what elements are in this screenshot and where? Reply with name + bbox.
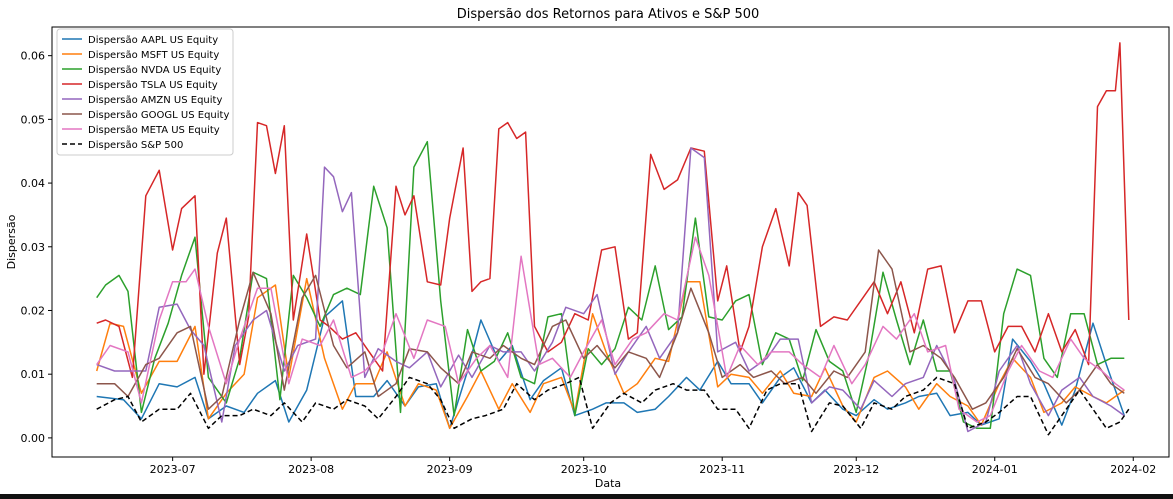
- x-tick-label-4: 2023-11: [699, 463, 745, 476]
- legend-label-5: Dispersão GOOGL US Equity: [88, 110, 229, 121]
- y-axis-label: Dispersão: [5, 214, 18, 269]
- legend-label-2: Dispersão NVDA US Equity: [88, 65, 221, 76]
- y-tick-label-1: 0.01: [21, 368, 46, 381]
- legend-box: [56, 28, 234, 156]
- legend-label-7: Dispersão S&P 500: [88, 140, 183, 151]
- y-tick-label-0: 0.00: [21, 432, 46, 445]
- x-axis-label: Data: [595, 477, 621, 490]
- x-tick-label-6: 2024-01: [972, 463, 1018, 476]
- x-tick-label-0: 2023-07: [150, 463, 196, 476]
- y-axis: 0.00 0.01 0.02 0.03 0.04 0.05 0.06: [21, 50, 52, 445]
- y-tick-label-3: 0.03: [21, 241, 46, 254]
- legend-label-1: Dispersão MSFT US Equity: [88, 50, 219, 61]
- legend-label-0: Dispersão AAPL US Equity: [88, 35, 218, 46]
- legend: Dispersão AAPL US Equity Dispersão MSFT U…: [56, 28, 234, 156]
- y-tick-label-2: 0.02: [21, 304, 46, 317]
- plot-frame: [51, 26, 1170, 458]
- y-tick-label-4: 0.04: [21, 177, 46, 190]
- series-line-3: [96, 42, 1130, 379]
- series-layer: [95, 42, 1130, 436]
- y-tick-label-6: 0.06: [21, 50, 46, 63]
- legend-label-3: Dispersão TSLA US Equity: [88, 80, 218, 91]
- legend-label-6: Dispersão META US Equity: [88, 125, 220, 136]
- x-axis: 2023-07 2023-08 2023-09 2023-10 2023-11 2023-…: [150, 457, 1156, 476]
- bottom-strip: [0, 494, 1173, 499]
- series-line-2: [96, 140, 1125, 430]
- x-tick-label-2: 2023-09: [427, 463, 473, 476]
- x-tick-label-7: 2024-02: [1110, 463, 1156, 476]
- x-tick-label-3: 2023-10: [561, 463, 607, 476]
- x-tick-label-1: 2023-08: [288, 463, 334, 476]
- chart-title: Dispersão dos Retornos para Ativos e S&P…: [457, 7, 760, 22]
- series-line-6: [96, 236, 1125, 423]
- series-line-7: [96, 376, 1130, 436]
- series-line-5: [96, 249, 1125, 410]
- legend-label-4: Dispersão AMZN US Equity: [88, 95, 222, 106]
- series-line-0: [96, 300, 1126, 430]
- x-tick-label-5: 2023-12: [833, 463, 879, 476]
- y-tick-label-5: 0.05: [21, 113, 46, 126]
